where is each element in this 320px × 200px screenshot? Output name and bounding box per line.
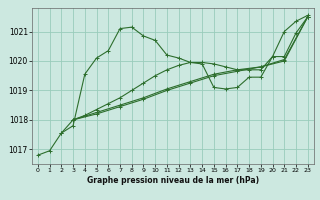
X-axis label: Graphe pression niveau de la mer (hPa): Graphe pression niveau de la mer (hPa) (87, 176, 259, 185)
